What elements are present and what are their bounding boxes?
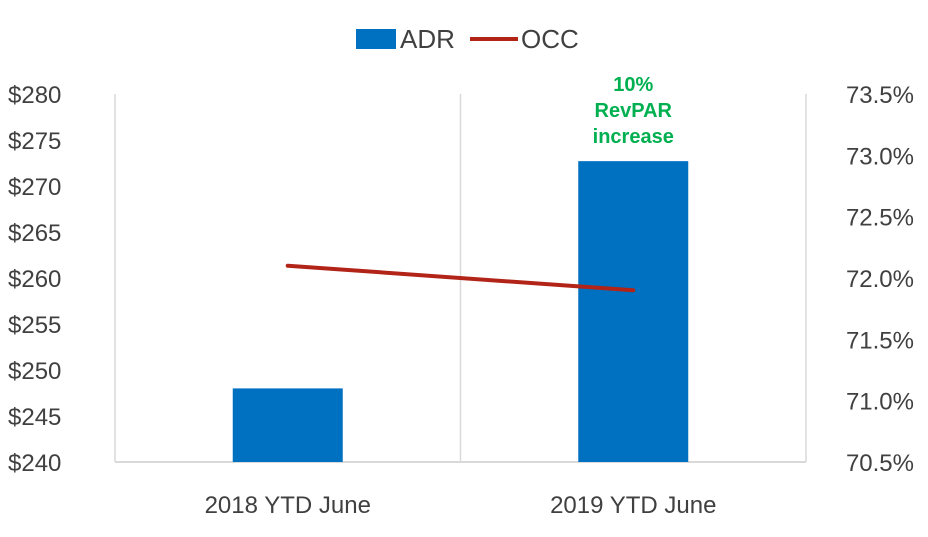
left-tick-label: $250	[8, 358, 61, 385]
legend-occ-label: OCC	[521, 24, 579, 54]
annotation-line: increase	[593, 126, 674, 148]
right-tick-label: 71.0%	[846, 389, 914, 416]
left-tick-label: $280	[8, 82, 61, 109]
right-tick-label: 73.0%	[846, 143, 914, 170]
occ-series-line	[285, 263, 636, 293]
left-tick-label: $245	[8, 404, 61, 431]
annotation-line: 10%	[613, 74, 653, 96]
right-tick-label: 71.5%	[846, 327, 914, 354]
annotation-line: RevPAR	[595, 100, 673, 122]
adr-bar-1	[232, 388, 343, 462]
adr-bar-2	[578, 161, 689, 462]
legend-adr-swatch	[356, 29, 396, 49]
right-tick-label: 73.5%	[846, 82, 914, 109]
category-labels: 2018 YTD June 2019 YTD June	[205, 492, 717, 519]
left-tick-label: $240	[8, 450, 61, 477]
right-tick-label: 72.5%	[846, 205, 914, 232]
category-label: 2018 YTD June	[205, 492, 371, 519]
left-tick-label: $275	[8, 128, 61, 155]
left-axis-ticks: $240 $245 $250 $255 $260 $265 $270 $275 $280	[8, 82, 61, 477]
right-tick-label: 70.5%	[846, 450, 914, 477]
right-axis-ticks: 70.5% 71.0% 71.5% 72.0% 72.5% 73.0% 73.5%	[846, 82, 914, 477]
left-tick-label: $265	[8, 220, 61, 247]
revpar-annotation: 10% RevPAR increase	[593, 74, 674, 148]
occ-line	[285, 263, 636, 293]
category-label: 2019 YTD June	[550, 492, 716, 519]
right-tick-label: 72.0%	[846, 266, 914, 293]
adr-bars	[232, 161, 689, 462]
left-tick-label: $260	[8, 266, 61, 293]
legend-adr-label: ADR	[400, 24, 455, 54]
left-tick-label: $270	[8, 174, 61, 201]
left-tick-label: $255	[8, 312, 61, 339]
legend: ADR OCC	[356, 24, 579, 54]
